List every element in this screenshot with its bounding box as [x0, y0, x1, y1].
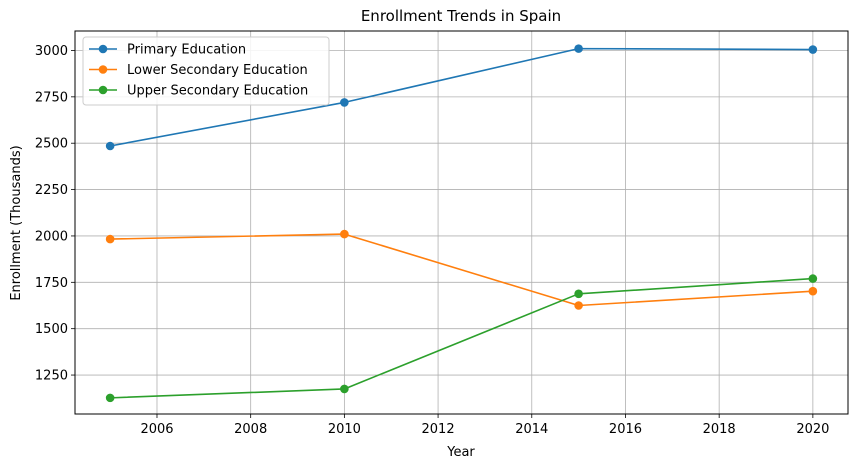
data-point [808, 45, 818, 54]
y-tick-label: 1750 [35, 276, 68, 291]
legend-marker [98, 65, 108, 74]
legend-item: Primary Education [89, 43, 246, 58]
x-axis-title: Year [446, 445, 475, 460]
data-point [574, 301, 583, 310]
y-tick-label: 1250 [35, 369, 68, 384]
data-point [105, 141, 115, 151]
series-line [110, 233, 813, 307]
data-point [340, 384, 349, 394]
series-line [109, 47, 813, 147]
x-tick-label: 2008 [234, 422, 267, 437]
legend: Primary Education Lower Secondary Educati… [82, 36, 330, 106]
plot-area-frame [74, 30, 849, 415]
x-tick-label: 2012 [422, 422, 455, 437]
x-tick-label: 2016 [609, 422, 642, 437]
x-tick-label: 2006 [140, 422, 173, 437]
y-tick-label: 3000 [35, 44, 68, 59]
grid [75, 31, 848, 414]
data-point [574, 289, 583, 299]
y-tick-label: 1500 [35, 322, 68, 337]
data-point [808, 286, 818, 296]
y-tick-label: 2250 [35, 183, 68, 198]
legend-box [82, 36, 330, 106]
data-point [808, 274, 818, 283]
series-group [105, 44, 818, 151]
x-tick-label: 2018 [703, 422, 736, 437]
legend-label: Lower Secondary Education [127, 63, 308, 78]
x-tick-label: 2014 [515, 422, 548, 437]
data-point [105, 234, 115, 244]
y-axis-title: Enrollment (Thousands) [9, 145, 24, 300]
series-group [105, 274, 818, 403]
x-tick-label: 2020 [796, 422, 829, 437]
chart-title: Enrollment Trends in Spain [361, 7, 561, 25]
ticks: 2006 2008 2010 2012 2014 2016 2018 2020 1250 1500… [35, 44, 830, 437]
y-tick-label: 2500 [35, 137, 68, 152]
data-point [574, 44, 583, 53]
y-tick-label: 2000 [35, 229, 68, 244]
legend-marker [98, 44, 108, 54]
legend-item: Lower Secondary Education [89, 63, 308, 78]
series-line [110, 277, 813, 399]
legend-label: Primary Education [127, 43, 246, 58]
x-tick-label: 2010 [328, 422, 361, 437]
data-point [340, 229, 349, 239]
data-point [340, 98, 349, 107]
y-tick-label: 2750 [35, 90, 68, 105]
legend-marker [98, 85, 108, 95]
series-group [105, 229, 818, 310]
legend-item: Upper Secondary Education [89, 84, 308, 99]
series-layer [105, 44, 818, 403]
data-point [105, 393, 115, 403]
legend-label: Upper Secondary Education [127, 84, 308, 99]
